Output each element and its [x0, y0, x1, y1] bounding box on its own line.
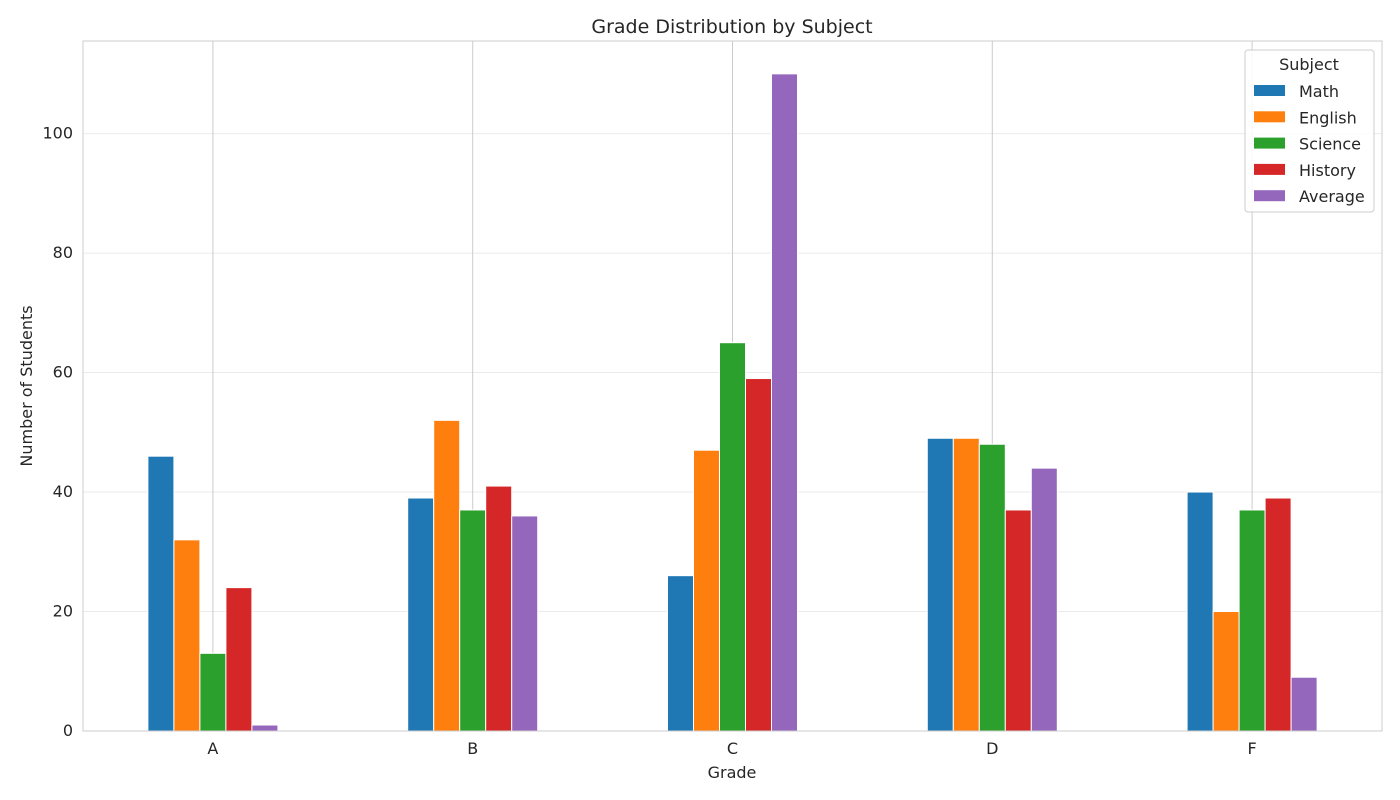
y-tick-label: 80 — [53, 243, 73, 262]
legend-swatch — [1254, 190, 1285, 202]
x-tick-label: B — [467, 739, 478, 758]
x-tick-label: D — [986, 739, 998, 758]
bar-average-a — [251, 724, 279, 732]
bar-math-b — [407, 497, 435, 732]
x-axis-label: Grade — [708, 763, 757, 782]
legend-title: Subject — [1279, 55, 1339, 74]
bar-history-d — [1004, 509, 1032, 732]
legend-swatch — [1254, 111, 1285, 123]
bar-math-d — [926, 437, 954, 732]
bar-history-c — [745, 378, 772, 732]
bar-science-d — [978, 443, 1006, 732]
legend-label: Math — [1299, 82, 1339, 101]
bar-science-c — [719, 342, 746, 732]
legend-label: Average — [1299, 187, 1365, 206]
x-tick-label: A — [207, 739, 218, 758]
bar-science-a — [199, 652, 227, 732]
y-tick-label: 60 — [53, 363, 73, 382]
legend-swatch — [1254, 137, 1285, 149]
plot-frame — [82, 40, 1383, 732]
bar-history-f — [1264, 497, 1292, 732]
y-tick-label: 100 — [42, 124, 73, 143]
bar-math-a — [147, 455, 175, 732]
legend-label: History — [1299, 161, 1356, 180]
bars-layer — [147, 73, 1318, 732]
bar-average-b — [511, 515, 539, 732]
chart-title: Grade Distribution by Subject — [591, 16, 872, 38]
bar-average-c — [771, 73, 798, 732]
y-axis-label: Number of Students — [17, 305, 36, 466]
bar-math-c — [667, 575, 694, 732]
bar-history-a — [225, 587, 253, 732]
bar-english-b — [433, 419, 461, 732]
legend-swatch — [1254, 85, 1285, 96]
y-tick-label: 20 — [53, 602, 73, 621]
bar-average-d — [1030, 467, 1058, 732]
y-tick-label: 40 — [53, 482, 73, 501]
legend-label: Science — [1299, 135, 1361, 154]
bar-math-f — [1186, 491, 1214, 732]
legend: Subject Math English Science History Average — [1244, 49, 1375, 213]
legend-swatch — [1254, 163, 1285, 175]
bar-english-f — [1212, 611, 1240, 732]
legend-label: English — [1299, 108, 1357, 127]
bar-science-f — [1238, 509, 1266, 732]
bar-english-d — [952, 437, 980, 732]
bar-history-b — [485, 485, 513, 732]
x-tick-label: F — [1247, 739, 1256, 758]
bar-english-c — [693, 449, 720, 732]
legend-items: Math English Science History Average — [1254, 82, 1365, 206]
bar-science-b — [459, 509, 487, 732]
bar-average-f — [1290, 676, 1318, 732]
x-tick-label: C — [727, 739, 738, 758]
bar-english-a — [173, 539, 201, 732]
axis-layer: 0 20 40 60 80 100 A B C D F — [42, 124, 1256, 758]
y-tick-label: 0 — [63, 721, 73, 740]
